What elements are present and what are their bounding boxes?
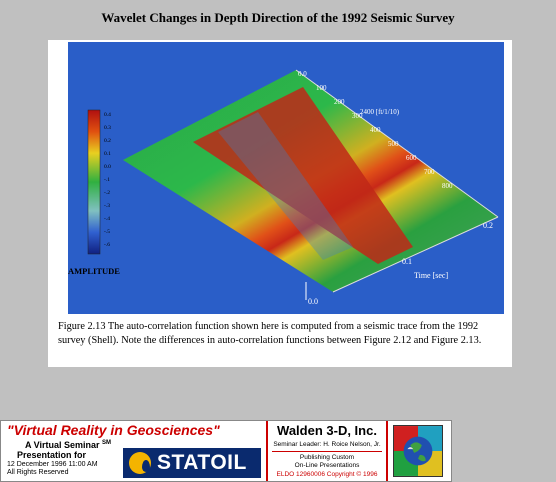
- time-tick: 0.0: [308, 297, 318, 306]
- colorbar-tick: 0.3: [104, 125, 111, 131]
- depth-tick: 0.0: [298, 70, 307, 78]
- depth-tick: 200: [334, 98, 345, 106]
- figure-panel: 0.4 0.3 0.2 0.1 0.0 -.1 -.2 -.3 -.4 -.5 …: [48, 40, 512, 367]
- presentation-for: Presentation for: [17, 450, 87, 460]
- time-tick: 0.1: [402, 257, 412, 266]
- globe-logo-icon: [393, 425, 443, 477]
- publishing-text: Publishing Custom On-Line Presentations: [268, 454, 386, 469]
- peak-ridge: [193, 87, 413, 264]
- colorbar-tick: -.2: [104, 190, 110, 196]
- depth-tick: 600: [406, 154, 417, 162]
- depth-ticks: 0.0 100 200 300 400 500 600 700 800 2400…: [298, 70, 453, 190]
- page-title: Wavelet Changes in Depth Direction of th…: [101, 10, 455, 25]
- colorbar-tick: -.6: [104, 242, 110, 248]
- publishing-line-2: On-Line Presentations: [294, 461, 360, 469]
- colorbar-tick: 0.2: [104, 138, 111, 144]
- colorbar-tick: -.3: [104, 203, 110, 209]
- colorbar: [87, 109, 101, 255]
- depth-tick: 800: [442, 182, 453, 190]
- amplitude-label: AMPLITUDE: [68, 266, 120, 276]
- company-name: Walden 3-D, Inc.: [277, 423, 377, 438]
- depth-tick: 500: [388, 140, 399, 148]
- depth-tick: 300: [352, 112, 363, 120]
- banner-company: Walden 3-D, Inc. Seminar Leader: H. Roic…: [268, 421, 388, 481]
- seismic-figure: 0.4 0.3 0.2 0.1 0.0 -.1 -.2 -.3 -.4 -.5 …: [68, 42, 504, 314]
- colorbar-ticks: 0.4 0.3 0.2 0.1 0.0 -.1 -.2 -.3 -.4 -.5 …: [104, 112, 111, 248]
- figure-caption: Figure 2.13 The auto-correlation functio…: [58, 321, 482, 346]
- time-axis-label: Time [sec]: [414, 271, 448, 280]
- time-tick: 0.2: [483, 221, 493, 230]
- colorbar-tick: 0.4: [104, 112, 111, 118]
- time-ticks: 0.0 0.1 0.2 Time [sec]: [308, 221, 493, 306]
- colorbar-tick: -.5: [104, 229, 110, 235]
- depth-axis-line: [295, 69, 499, 218]
- service-mark: SM: [102, 440, 112, 446]
- depth-tick: 100: [316, 84, 327, 92]
- statoil-drop-icon: [129, 452, 151, 474]
- date-block: 12 December 1996 11:00 AM All Rights Res…: [7, 461, 98, 477]
- copyright-line: ELDO 12960006 Copyright © 1996: [276, 471, 378, 478]
- statoil-wordmark: STATOIL: [157, 451, 247, 474]
- colorbar-tick: -.1: [104, 177, 110, 183]
- subtitle-text: A Virtual Seminar: [25, 440, 100, 450]
- seminar-leader: Seminar Leader: H. Roice Nelson, Jr.: [273, 441, 381, 448]
- banner-subtitle: A Virtual Seminar SM: [25, 440, 111, 450]
- statoil-logo: STATOIL: [123, 448, 261, 478]
- publishing-line-1: Publishing Custom: [299, 454, 355, 461]
- rights-line: All Rights Reserved: [7, 469, 69, 476]
- banner-left: "Virtual Reality in Geosciences" A Virtu…: [1, 421, 268, 481]
- banner-title: "Virtual Reality in Geosciences": [7, 422, 220, 438]
- colorbar-tick: -.4: [104, 216, 110, 222]
- time-axis-line: [332, 216, 499, 293]
- date-line: 12 December 1996 11:00 AM: [7, 461, 98, 468]
- depth-tick: 400: [370, 126, 381, 134]
- depth-tick: 700: [424, 168, 435, 176]
- colorbar-tick: 0.0: [104, 164, 111, 170]
- trough-band: [218, 112, 353, 260]
- colorbar-tick: 0.1: [104, 151, 111, 157]
- divider: [272, 451, 382, 452]
- seminar-banner: "Virtual Reality in Geosciences" A Virtu…: [0, 420, 452, 482]
- depth-axis-label: 2400 [ft/1/10): [360, 108, 400, 116]
